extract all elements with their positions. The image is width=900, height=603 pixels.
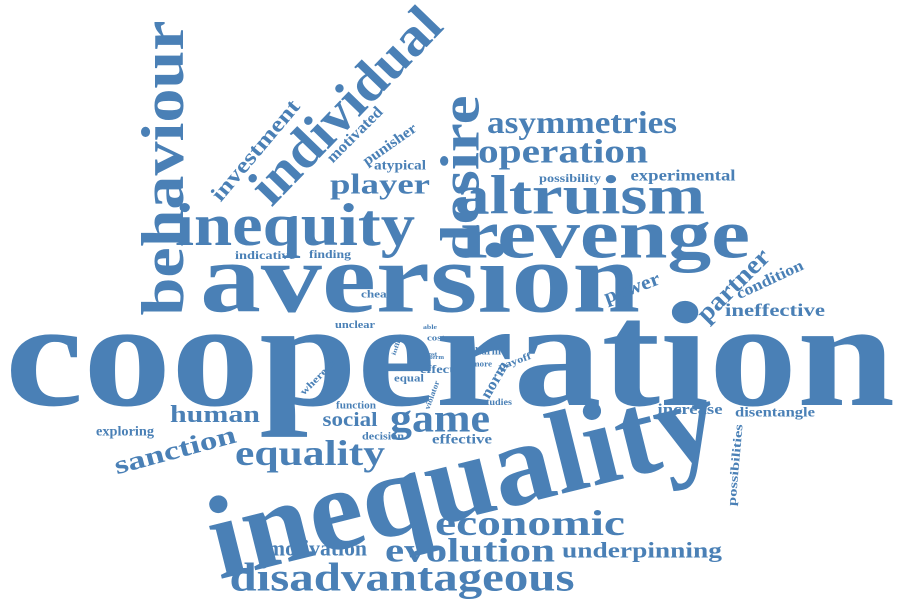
word: experimental — [631, 168, 737, 185]
word: game — [390, 396, 490, 441]
word: cheat — [361, 290, 392, 301]
word: indicative — [235, 248, 296, 262]
word: underpinning — [562, 538, 722, 563]
word: exploring — [96, 425, 154, 440]
word: altruism — [455, 165, 705, 226]
word: increase — [658, 402, 723, 418]
word: cost — [427, 334, 445, 343]
word: term — [430, 355, 444, 361]
word: more — [472, 360, 493, 369]
word: social — [323, 409, 379, 431]
word: finding — [309, 247, 351, 261]
word: player — [330, 170, 430, 201]
word: operation — [478, 134, 648, 171]
word: unclear — [335, 319, 375, 331]
word: human — [170, 402, 260, 428]
word: equal — [394, 374, 424, 385]
word: aversion — [200, 223, 640, 334]
word: most — [423, 352, 437, 358]
word: disadvantageous — [230, 555, 575, 600]
word: cooperation — [5, 272, 895, 438]
word: studies — [482, 397, 513, 407]
word: harm — [475, 347, 502, 358]
word: decision — [362, 432, 405, 443]
word: desire — [430, 96, 491, 261]
word: revenge — [460, 197, 750, 274]
word: ineffective — [725, 300, 825, 320]
word: asymmetries — [487, 104, 677, 140]
word: function — [336, 401, 376, 412]
word: atypical — [374, 159, 426, 174]
word: disentangle — [735, 406, 815, 421]
word: equality — [235, 433, 385, 473]
word: behaviour — [130, 21, 196, 316]
word: able — [423, 325, 437, 331]
word: evolution — [385, 533, 555, 570]
word: economic — [435, 503, 625, 543]
word: motivation — [267, 536, 367, 561]
word: effective — [432, 433, 492, 448]
word: possibility — [539, 171, 601, 185]
word: effect — [420, 362, 454, 376]
word: inequity — [175, 192, 415, 258]
